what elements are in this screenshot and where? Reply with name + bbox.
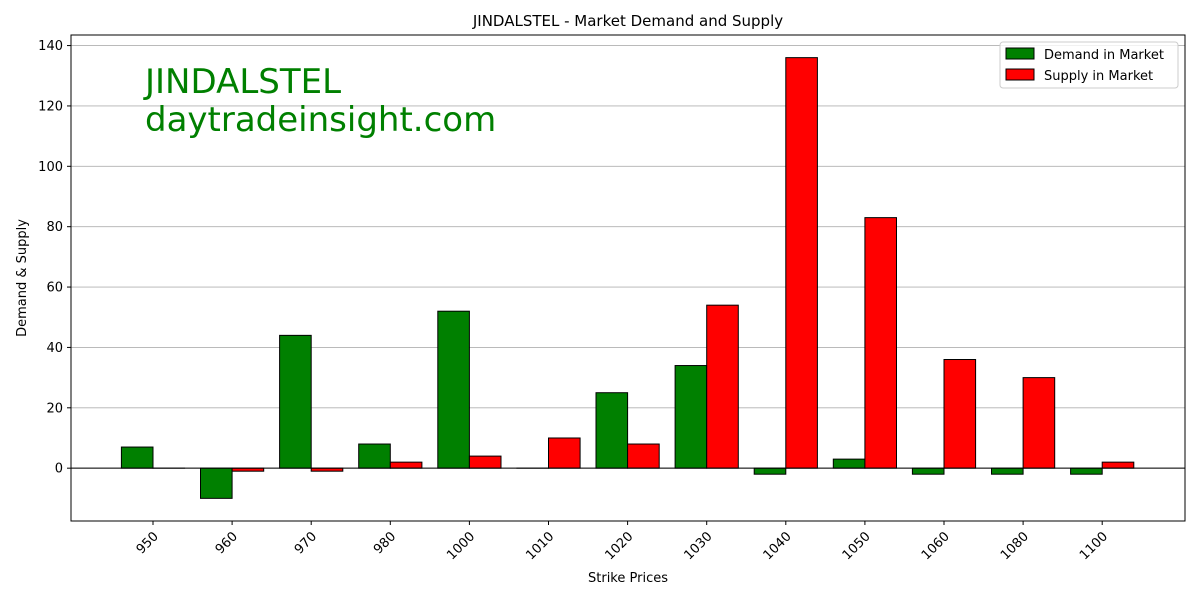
demand-bar-1080 bbox=[991, 467, 1024, 475]
x-tick-label: 1050 bbox=[840, 529, 874, 563]
y-tick-label: 60 bbox=[46, 281, 63, 296]
supply-bar-1080 bbox=[1022, 377, 1056, 469]
supply-bar-1040 bbox=[785, 57, 818, 469]
x-tick-label: 1060 bbox=[919, 529, 953, 563]
y-tick-label: 0 bbox=[55, 462, 63, 477]
supply-bar-1060 bbox=[943, 359, 977, 469]
demand-bar-950 bbox=[120, 446, 154, 469]
legend-swatch-demand bbox=[1005, 47, 1035, 60]
supply-bar-1020 bbox=[627, 443, 660, 469]
x-tick-label: 950 bbox=[134, 529, 162, 557]
watermark-line-1: JINDALSTEL bbox=[143, 62, 341, 102]
supply-bar-980 bbox=[389, 461, 423, 469]
watermark: JINDALSTEL daytradeinsight.com bbox=[143, 62, 496, 140]
y-tick-label: 140 bbox=[38, 39, 63, 54]
x-tick-label: 1020 bbox=[602, 529, 636, 563]
grid-lines bbox=[71, 45, 1185, 469]
y-tick-label: 40 bbox=[46, 341, 63, 356]
x-tick-label: 1080 bbox=[998, 529, 1032, 563]
demand-bar-980 bbox=[358, 443, 391, 469]
y-tick-label: 120 bbox=[38, 99, 63, 114]
chart-title: JINDALSTEL - Market Demand and Supply bbox=[472, 12, 783, 30]
y-tick-label: 100 bbox=[38, 160, 63, 175]
legend-label-supply: Supply in Market bbox=[1044, 69, 1153, 84]
demand-bar-1000 bbox=[437, 310, 470, 469]
supply-bar-1000 bbox=[468, 455, 502, 469]
demand-bar-970 bbox=[279, 334, 312, 469]
x-tick-label: 1010 bbox=[523, 529, 557, 563]
y-axis-label: Demand & Supply bbox=[15, 219, 30, 337]
watermark-line-2: daytradeinsight.com bbox=[145, 100, 496, 140]
demand-bar-1040 bbox=[753, 467, 787, 475]
x-tick-label: 1030 bbox=[682, 529, 716, 563]
supply-bar-1030 bbox=[706, 304, 739, 469]
legend-label-demand: Demand in Market bbox=[1044, 48, 1164, 63]
x-tick-label: 1040 bbox=[761, 529, 795, 563]
x-tick-label: 960 bbox=[213, 529, 241, 557]
demand-bar-1020 bbox=[595, 392, 629, 469]
x-tick-label: 1100 bbox=[1077, 529, 1111, 563]
legend: Demand in Market Supply in Market bbox=[999, 41, 1179, 89]
legend-swatch-supply bbox=[1005, 68, 1035, 81]
y-tick-label: 80 bbox=[46, 220, 63, 235]
demand-bar-1050 bbox=[832, 458, 866, 469]
demand-bar-1100 bbox=[1070, 467, 1103, 475]
x-axis-ticks: 950 960 970 980 1000 1010 1020 1030 1040 1050 1060… bbox=[134, 521, 1111, 563]
supply-bar-1050 bbox=[864, 217, 898, 469]
x-tick-label: 980 bbox=[371, 529, 399, 557]
legend-box bbox=[999, 41, 1179, 89]
y-tick-label: 20 bbox=[46, 401, 63, 416]
demand-bar-1030 bbox=[674, 365, 708, 469]
x-tick-label: 970 bbox=[292, 529, 320, 557]
demand-bar-960 bbox=[200, 467, 233, 499]
x-tick-label: 1000 bbox=[444, 529, 478, 563]
supply-bar-1010 bbox=[548, 437, 581, 469]
supply-bar-1100 bbox=[1101, 461, 1135, 469]
demand-bar-1060 bbox=[911, 467, 945, 475]
x-axis-label: Strike Prices bbox=[588, 571, 668, 586]
y-axis-ticks: 0 20 40 60 80 100 120 140 bbox=[38, 39, 71, 477]
